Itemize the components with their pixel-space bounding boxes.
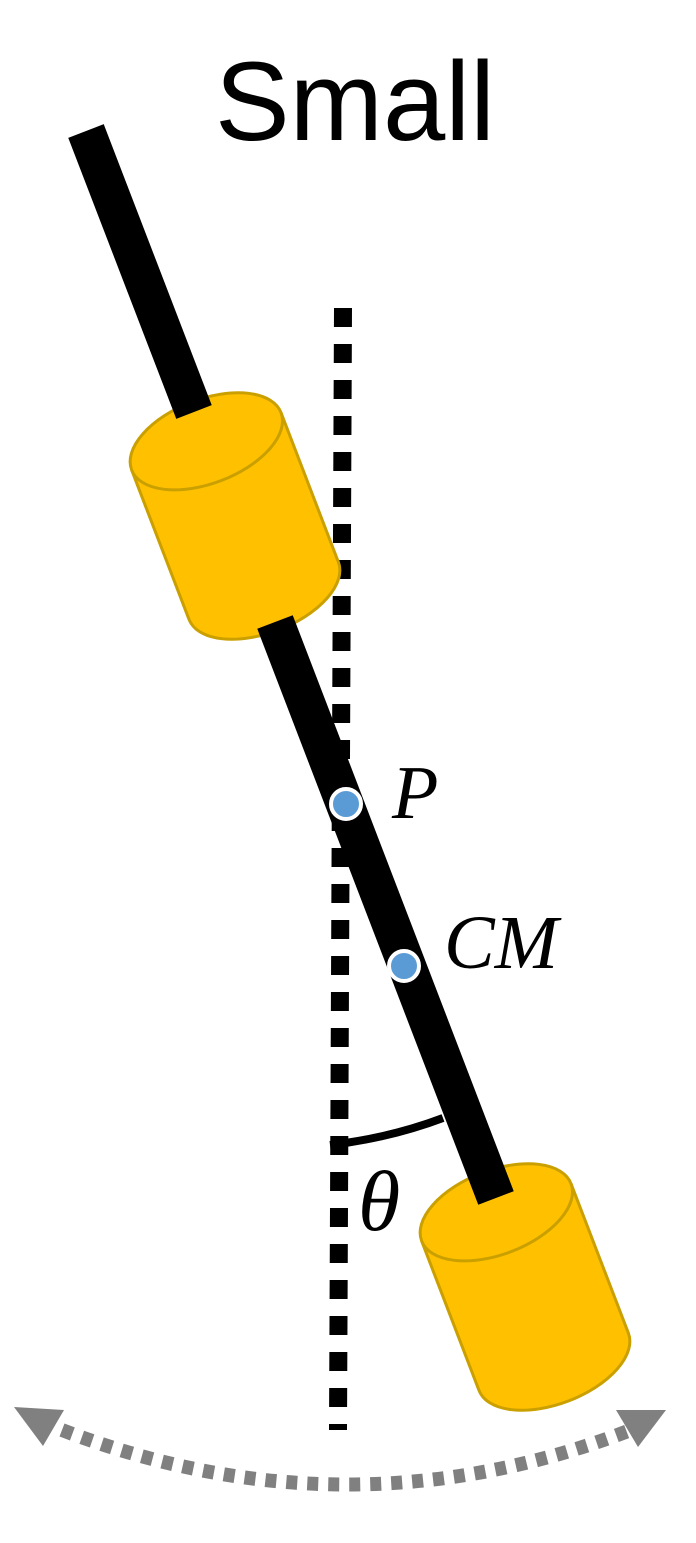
vertical-reference-line — [329, 307, 352, 1431]
rod-main-segment — [257, 615, 514, 1205]
lower-mass — [418, 1162, 632, 1412]
pivot-label: P — [391, 751, 438, 835]
rod-top-segment — [68, 124, 212, 419]
swing-arrow-icon — [14, 1407, 666, 1492]
pivot-point — [329, 787, 363, 821]
diagram-title: Small — [215, 39, 495, 164]
upper-mass — [128, 391, 342, 641]
angle-label: θ — [358, 1153, 400, 1249]
swing-arc — [59, 1421, 639, 1492]
right-arrowhead — [616, 1410, 666, 1447]
angle-arc — [329, 1114, 445, 1149]
left-arrowhead — [14, 1407, 64, 1446]
center-of-mass-label: CM — [444, 901, 562, 985]
center-of-mass-point — [387, 949, 421, 983]
